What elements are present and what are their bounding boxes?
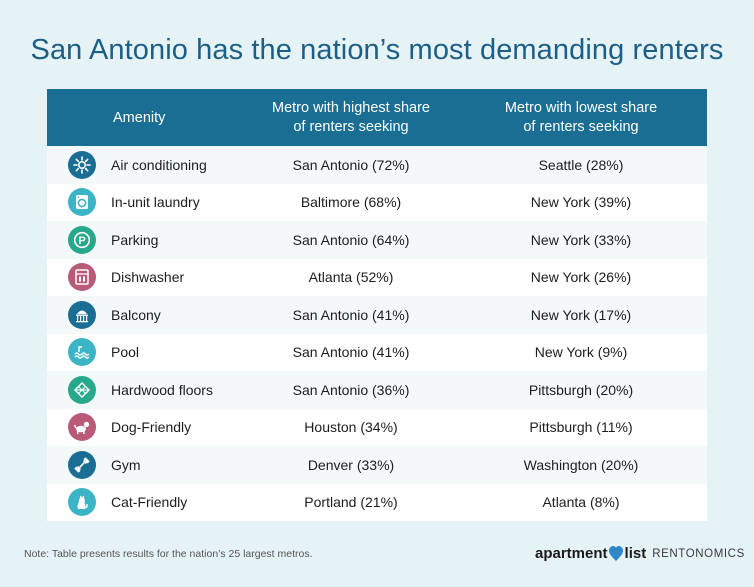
footnote: Note: Table presents results for the nat… — [24, 548, 313, 560]
dishwasher-icon-glyph — [75, 269, 89, 285]
header-lowest-line-2: of renters seeking — [523, 118, 639, 135]
header-lowest: Metro with lowest share of renters seeki… — [455, 99, 707, 137]
table-row: Cat-Friendly Portland (21%) Atlanta (8%) — [47, 483, 707, 521]
amenity-label: Pool — [111, 344, 140, 361]
header-highest: Metro with highest share of renters seek… — [247, 99, 455, 137]
table-header: Amenity Metro with highest share of rent… — [47, 89, 707, 146]
cat-icon — [68, 488, 96, 517]
table-row: Gym Denver (33%) Washington (20%) — [47, 446, 707, 484]
parking-icon-glyph: P — [73, 231, 91, 248]
table-row: Dog-Friendly Houston (34%) Pittsburgh (11%… — [47, 408, 707, 446]
header-highest-line-2: of renters seeking — [293, 118, 409, 135]
amenity-cell: Hardwood floors — [47, 375, 247, 404]
hardwood-floor-icon — [68, 375, 96, 404]
amenity-label: Balcony — [111, 306, 161, 323]
lowest-metro-cell: Seattle (28%) — [538, 156, 624, 173]
logo-brand-a: apartment — [535, 545, 608, 562]
amenity-cell: Gym — [47, 450, 247, 479]
highest-metro-cell: Denver (33%) — [307, 456, 395, 473]
highest-metro-cell: Baltimore (68%) — [300, 194, 402, 211]
balcony-icon — [68, 300, 96, 329]
lowest-metro-cell: New York (17%) — [530, 306, 632, 323]
table-row: Air conditioning San Antonio (72%) Seattle… — [47, 146, 707, 184]
lowest-metro-cell: New York (9%) — [534, 344, 628, 361]
amenity-label: Parking — [111, 231, 159, 248]
amenity-label: Air conditioning — [111, 156, 207, 173]
highest-metro-cell: Atlanta (52%) — [308, 269, 394, 286]
washing-machine-icon-glyph — [76, 195, 88, 210]
lowest-metro-cell: Pittsburgh (20%) — [528, 381, 634, 398]
amenity-label: Gym — [111, 456, 141, 473]
amenity-cell: Air conditioning — [47, 150, 247, 179]
logo-brand-b: list — [624, 545, 647, 562]
dog-icon-glyph — [73, 422, 90, 435]
lowest-metro-cell: New York (39%) — [530, 194, 632, 211]
table-body: Air conditioning San Antonio (72%) Seattle… — [47, 146, 707, 521]
amenity-label: Dog-Friendly — [111, 419, 192, 436]
heart-pin-icon — [608, 545, 623, 561]
lowest-metro-cell: New York (26%) — [530, 269, 632, 286]
lowest-metro-cell: New York (33%) — [530, 231, 632, 248]
amenity-cell: In-unit laundry — [47, 188, 247, 217]
table-row: Balcony San Antonio (41%) New York (17%) — [47, 296, 707, 334]
table-row: Hardwood floors San Antonio (36%) Pittsbur… — [47, 371, 707, 409]
balcony-icon-glyph — [76, 310, 88, 323]
chart-title: San Antonio has the nation’s most demand… — [30, 34, 724, 66]
highest-metro-cell: San Antonio (36%) — [292, 381, 410, 398]
svg-text:P: P — [78, 235, 85, 247]
amenity-cell: Dog-Friendly — [47, 413, 247, 442]
dumbbell-icon-glyph — [74, 457, 90, 473]
header-amenity: Amenity — [113, 109, 166, 126]
amenity-cell: Cat-Friendly — [47, 488, 247, 517]
dishwasher-icon — [68, 263, 96, 292]
lowest-metro-cell: Pittsburgh (11%) — [529, 419, 633, 436]
amenity-cell: Pool — [47, 338, 247, 367]
table-row: Pool San Antonio (41%) New York (9%) — [47, 333, 707, 371]
amenity-label: In-unit laundry — [111, 194, 200, 211]
lowest-metro-cell: Atlanta (8%) — [542, 494, 620, 511]
washing-machine-icon — [68, 188, 96, 217]
header-highest-line-1: Metro with highest share — [272, 99, 430, 116]
snowflake-icon-glyph — [73, 155, 91, 174]
apartment-list-logo: apartment list RENTONOMICS — [535, 545, 745, 562]
header-lowest-line-1: Metro with lowest share — [504, 99, 658, 116]
highest-metro-cell: San Antonio (41%) — [292, 344, 410, 361]
hardwood-floor-icon-glyph — [73, 381, 91, 398]
pool-icon — [68, 338, 96, 367]
amenity-table: Amenity Metro with highest share of rent… — [47, 89, 707, 521]
dumbbell-icon — [68, 450, 96, 479]
amenity-label: Hardwood floors — [111, 381, 213, 398]
highest-metro-cell: Portland (21%) — [304, 494, 398, 511]
highest-metro-cell: San Antonio (64%) — [292, 231, 410, 248]
cat-icon-glyph — [77, 495, 88, 510]
highest-metro-cell: San Antonio (41%) — [292, 306, 410, 323]
amenity-cell: Balcony — [47, 300, 247, 329]
table-row: In-unit laundry Baltimore (68%) New York (… — [47, 183, 707, 221]
parking-icon: P — [68, 225, 96, 254]
dog-icon — [68, 413, 96, 442]
logo-subtitle: RENTONOMICS — [652, 547, 745, 560]
amenity-cell: Dishwasher — [47, 263, 247, 292]
highest-metro-cell: Houston (34%) — [304, 419, 398, 436]
snowflake-icon — [68, 150, 96, 179]
lowest-metro-cell: Washington (20%) — [523, 456, 639, 473]
table-row: P Parking San Antonio (64%) New York (33%) — [47, 221, 707, 259]
pool-icon-glyph — [74, 346, 90, 359]
table-row: Dishwasher Atlanta (52%) New York (26%) — [47, 258, 707, 296]
amenity-cell: P Parking — [47, 225, 247, 254]
amenity-label: Dishwasher — [111, 269, 185, 286]
highest-metro-cell: San Antonio (72%) — [292, 156, 410, 173]
amenity-label: Cat-Friendly — [111, 494, 188, 511]
